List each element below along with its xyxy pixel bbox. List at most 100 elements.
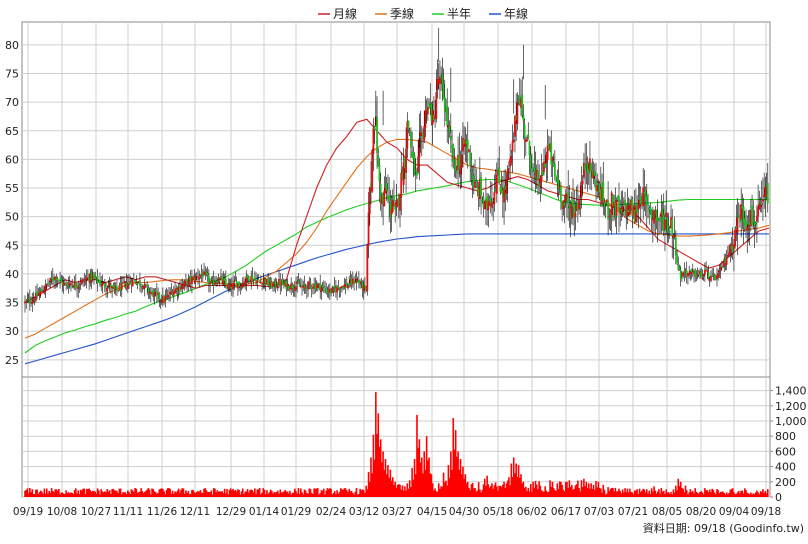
volume-y-axis: 0 200 400 600 800 1,000 1,200 1,400 — [770, 385, 807, 504]
candle-up — [220, 276, 222, 277]
candle-down — [666, 217, 669, 232]
volume-bar — [243, 494, 245, 497]
candle-up — [615, 200, 618, 216]
volume-bar — [723, 493, 726, 497]
candle-down — [216, 281, 219, 284]
candle-down — [57, 280, 60, 281]
candle-up — [613, 202, 616, 207]
candle-down — [301, 285, 303, 287]
candle-down — [458, 154, 461, 171]
volume-bar — [362, 490, 365, 497]
date-tick-label: 11/11 — [113, 506, 143, 518]
volume-bar — [49, 492, 52, 497]
candle-down — [754, 222, 757, 225]
candle-up — [91, 276, 94, 279]
candle-up — [710, 275, 712, 281]
candle-up — [545, 154, 548, 164]
volume-bar — [343, 488, 346, 497]
volume-bar — [591, 488, 594, 497]
volume-bar — [621, 489, 624, 497]
volume-bar — [527, 487, 530, 497]
candle-up — [701, 277, 704, 280]
volume-bar — [395, 487, 398, 497]
volume-bar — [264, 494, 267, 497]
candle-down — [186, 279, 189, 286]
candle-down — [326, 291, 329, 293]
volume-bar — [757, 492, 759, 497]
volume-bar — [563, 491, 566, 497]
candle-down — [267, 277, 270, 286]
candle-down — [325, 288, 328, 293]
volume-bar — [238, 489, 240, 497]
volume-bar — [502, 484, 504, 497]
volume-bar — [533, 487, 536, 497]
volume-bar — [227, 494, 230, 497]
candle-down — [713, 274, 716, 278]
volume-bar — [104, 491, 106, 497]
volume-bar — [695, 491, 698, 497]
candle-up — [665, 212, 668, 217]
volume-bar — [736, 492, 739, 497]
volume-bar — [42, 493, 44, 497]
volume-bar — [270, 490, 273, 497]
ma-year-line — [24, 233, 769, 365]
volume-bar — [587, 483, 590, 497]
candle-down — [206, 273, 209, 276]
volume-bar — [321, 490, 324, 497]
volume-bar — [708, 489, 711, 497]
volume-bar — [535, 484, 538, 497]
candle-up — [354, 282, 357, 283]
candle-down — [385, 183, 388, 192]
price-tick-label: 25 — [5, 354, 19, 367]
volume-bar — [181, 488, 184, 497]
candle-down — [123, 282, 126, 284]
volume-bar — [737, 490, 740, 497]
candle-up — [592, 172, 595, 179]
volume-bar — [81, 490, 83, 497]
volume-bar — [147, 488, 150, 497]
volume-bar — [531, 492, 533, 497]
candle-up — [137, 281, 140, 283]
candle-up — [188, 277, 191, 279]
volume-bar — [90, 491, 93, 497]
volume-bar — [209, 492, 211, 497]
candle-down — [146, 284, 149, 287]
volume-bar — [285, 491, 288, 497]
volume-bar — [111, 489, 113, 497]
volume-bar — [434, 488, 436, 497]
candle-up — [619, 208, 622, 211]
candle-down — [379, 183, 382, 201]
volume-bar — [154, 492, 157, 497]
candle-down — [641, 200, 643, 203]
volume-bar — [556, 483, 559, 497]
candle-down — [557, 180, 560, 190]
candle-up — [77, 286, 80, 290]
candle-down — [481, 199, 484, 201]
volume-bar — [408, 480, 411, 497]
volume-bar — [83, 488, 86, 497]
candle-down — [482, 197, 485, 208]
candle-down — [644, 190, 647, 200]
volume-bar — [411, 468, 413, 497]
volume-bar — [358, 493, 360, 497]
candle-down — [528, 141, 531, 156]
candle-down — [282, 283, 285, 285]
candle-down — [56, 278, 59, 280]
volume-bar — [141, 491, 144, 497]
candle-up — [211, 279, 214, 282]
candle-down — [94, 277, 97, 279]
volume-bar — [139, 491, 141, 497]
candle-down — [425, 108, 428, 111]
volume-bar — [698, 493, 700, 497]
volume-bar — [222, 493, 225, 497]
volume-bar — [471, 482, 474, 497]
candle-up — [166, 294, 169, 298]
candle-down — [432, 114, 435, 121]
volume-bar — [428, 457, 430, 497]
volume-bar — [687, 494, 689, 497]
candle-down — [345, 282, 348, 288]
volume-bar — [497, 490, 499, 497]
volume-bar — [578, 487, 580, 497]
candle-down — [429, 105, 432, 108]
candle-down — [593, 171, 596, 176]
